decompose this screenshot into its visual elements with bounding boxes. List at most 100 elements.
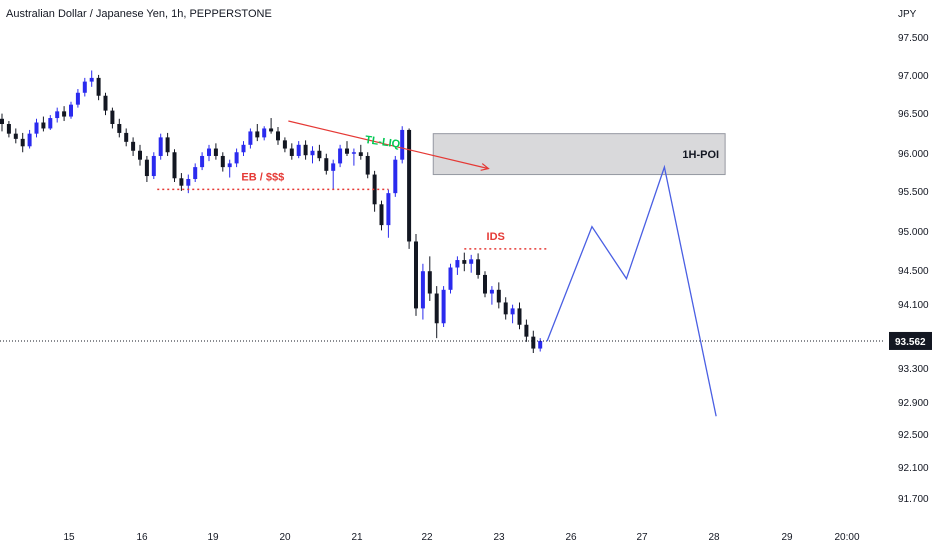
x-tick-label: 20: [279, 532, 291, 543]
candle-body: [151, 155, 156, 177]
candle-body: [207, 148, 211, 156]
x-tick-label: 27: [636, 532, 648, 543]
candle-body: [496, 289, 501, 303]
candle-body: [400, 129, 405, 160]
y-tick-label: 95.500: [898, 187, 929, 198]
candle-body: [379, 204, 384, 226]
y-tick-label: 94.100: [898, 300, 929, 311]
candle-body: [289, 148, 294, 156]
y-axis-unit: JPY: [898, 9, 917, 20]
candle-body: [234, 152, 239, 164]
candle-body: [75, 92, 80, 105]
chart-title: Australian Dollar / Japanese Yen, 1h, PE…: [6, 8, 272, 20]
candle-body: [296, 144, 301, 156]
candle-body: [282, 140, 287, 149]
candle-body: [386, 193, 391, 226]
y-tick-label: 92.100: [898, 463, 929, 474]
candle-body: [303, 144, 308, 156]
candle-body: [62, 111, 67, 117]
candle-body: [503, 302, 508, 315]
candle-body: [55, 111, 60, 119]
level-label: EB / $$$: [241, 171, 284, 183]
current-price-badge-bg: [889, 331, 932, 350]
candle-body: [441, 289, 446, 324]
candle-body: [89, 77, 94, 82]
poi-zone-label: 1H-POI: [682, 149, 719, 161]
y-tick-label: 91.700: [898, 494, 929, 505]
candle-body: [393, 159, 398, 194]
candle-body: [124, 132, 129, 142]
x-tick-label: 23: [493, 532, 505, 543]
candle-body: [510, 308, 515, 315]
y-tick-label: 96.000: [898, 149, 929, 160]
y-tick-label: 95.000: [898, 227, 929, 238]
candle-body: [220, 155, 225, 168]
candle-body: [434, 293, 439, 324]
candle-body: [48, 118, 53, 129]
candle-body: [427, 271, 432, 294]
candle-body: [110, 110, 115, 124]
x-tick-label: 19: [207, 532, 219, 543]
candle-body: [6, 123, 11, 134]
x-tick-label: 15: [63, 532, 75, 543]
candle-body: [165, 137, 170, 153]
candle-body: [310, 150, 315, 156]
candle-body: [524, 324, 529, 337]
x-tick-label: 21: [351, 532, 363, 543]
candle-body: [262, 128, 267, 138]
candle-body: [462, 260, 467, 264]
candle-body: [345, 148, 349, 154]
poi-zone: [432, 133, 726, 176]
candle-body: [241, 144, 246, 153]
x-tick-label: 20:00: [834, 532, 859, 543]
candle-body: [351, 152, 356, 154]
level-label: IDS: [487, 231, 505, 243]
candle-body: [34, 122, 39, 134]
candle-body: [372, 174, 377, 205]
y-tick-label: 94.500: [898, 266, 929, 277]
candle-body: [0, 118, 4, 124]
candle-body: [69, 104, 73, 117]
candle-body: [269, 128, 274, 132]
candle-body: [489, 289, 494, 294]
candle-body: [144, 159, 149, 177]
candle-body: [455, 260, 460, 268]
candle-body: [358, 152, 363, 156]
candle-body: [193, 167, 198, 180]
trendline-label: TL-LIQ: [364, 134, 401, 151]
candle-body: [469, 259, 474, 264]
current-price-value: 93.562: [895, 337, 926, 348]
y-tick-label: 92.500: [898, 430, 929, 441]
candle-body: [186, 179, 191, 186]
candle-body: [420, 271, 425, 309]
x-tick-label: 16: [136, 532, 148, 543]
candle-body: [317, 150, 322, 159]
candle-body: [538, 340, 543, 349]
annotation-layer: EB / $$$ IDS TL-LIQ: [0, 120, 885, 417]
candle-body: [476, 259, 481, 275]
y-tick-label: 96.500: [898, 109, 929, 120]
candle-body: [531, 336, 536, 349]
candle-body: [117, 123, 122, 133]
y-tick-label: 93.300: [898, 364, 929, 375]
x-tick-label: 28: [708, 532, 720, 543]
current-price-badge: 93.562: [889, 331, 932, 350]
candle-body: [255, 131, 260, 138]
candle-body: [448, 267, 453, 290]
candle-body: [213, 148, 218, 156]
candle-body: [41, 122, 46, 129]
candle-body: [483, 274, 487, 294]
candle-body: [248, 131, 253, 145]
candle-body: [27, 133, 32, 147]
trendline: [288, 120, 489, 170]
candle-body: [407, 129, 412, 242]
x-tick-label: 26: [565, 532, 577, 543]
candle-body: [227, 163, 232, 168]
candle-body: [82, 81, 87, 93]
candle-body: [20, 138, 25, 147]
candle-body: [517, 308, 522, 325]
candle-body: [179, 178, 184, 186]
y-tick-label: 97.500: [898, 33, 929, 44]
candle-body: [172, 152, 177, 179]
